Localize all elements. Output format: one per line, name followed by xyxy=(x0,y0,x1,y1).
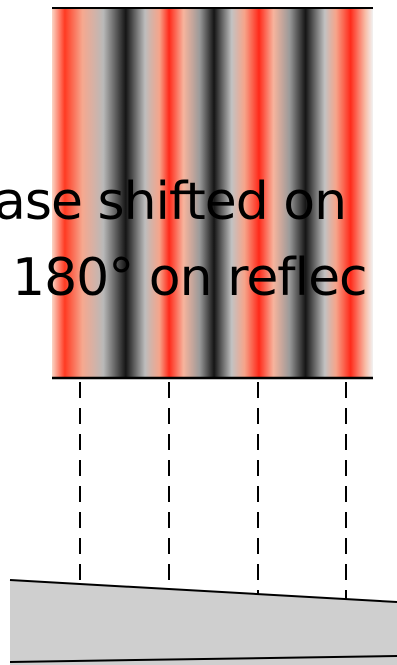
wedge-top-plate-edge xyxy=(9,579,397,603)
dashed-guide-lines xyxy=(79,382,347,600)
caption-line-2: 180° on reflec xyxy=(12,248,368,308)
interference-fringes xyxy=(52,7,373,380)
wedge-bottom-edge xyxy=(9,655,397,663)
wedge-body xyxy=(10,580,397,665)
air-wedge xyxy=(9,579,397,665)
fringe-pattern xyxy=(52,8,373,378)
caption-line-1: ase shifted on xyxy=(0,172,347,232)
